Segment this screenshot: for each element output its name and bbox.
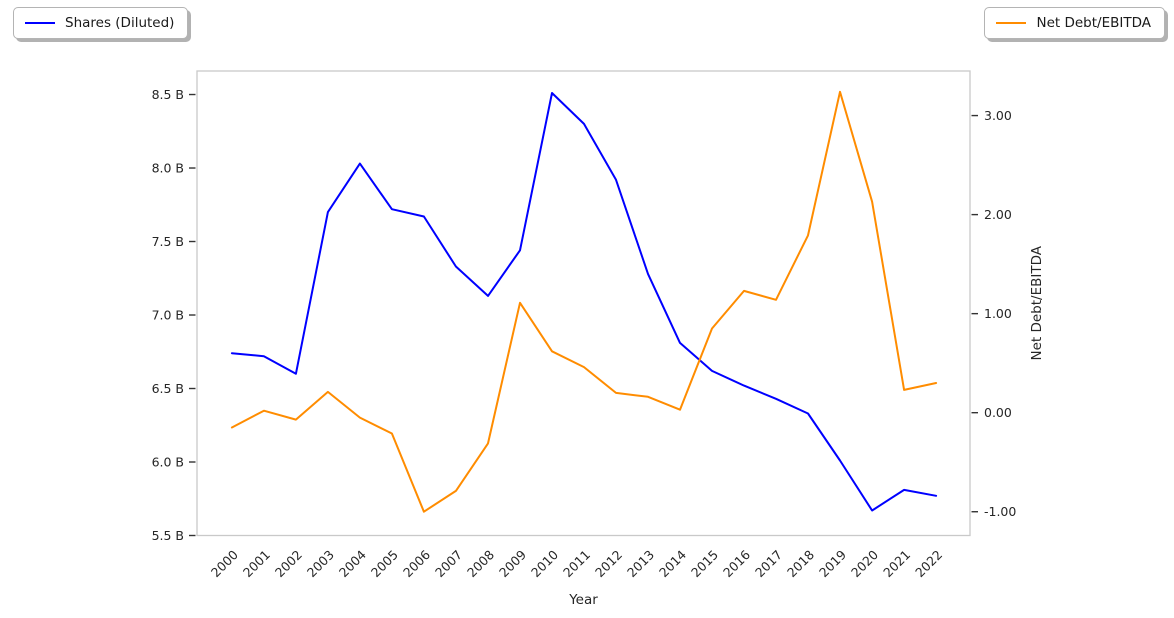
x-tick-label: 2017 bbox=[752, 547, 785, 580]
legend-line-blue bbox=[25, 22, 55, 24]
x-tick-label: 2018 bbox=[784, 547, 817, 580]
left-tick-label: 5.5 B bbox=[152, 528, 184, 543]
x-axis: 2000200120022003200420052006200720082009… bbox=[208, 547, 945, 580]
x-tick-label: 2022 bbox=[912, 547, 945, 580]
x-tick-label: 2019 bbox=[816, 547, 849, 580]
x-tick-label: 2009 bbox=[496, 547, 529, 580]
left-tick-label: 7.5 B bbox=[152, 234, 184, 249]
x-tick-label: 2000 bbox=[208, 547, 241, 580]
left-tick-label: 7.0 B bbox=[152, 308, 184, 323]
series-line-shares-diluted bbox=[230, 92, 938, 512]
x-tick-label: 2002 bbox=[272, 547, 305, 580]
right-tick-label: 1.00 bbox=[984, 306, 1012, 321]
x-tick-label: 2007 bbox=[432, 547, 465, 580]
x-tick-label: 2005 bbox=[368, 547, 401, 580]
x-tick-label: 2015 bbox=[688, 547, 721, 580]
x-tick-label: 2011 bbox=[560, 547, 593, 580]
x-tick-label: 2013 bbox=[624, 547, 657, 580]
legend-shares-diluted: Shares (Diluted) bbox=[13, 7, 189, 39]
x-tick-label: 2003 bbox=[304, 547, 337, 580]
legend-line-orange bbox=[996, 22, 1027, 24]
right-tick-label: 0.00 bbox=[984, 405, 1012, 420]
x-tick-label: 2006 bbox=[400, 547, 433, 580]
legend-label-shares: Shares (Diluted) bbox=[65, 15, 175, 31]
right-tick-label: 3.00 bbox=[984, 108, 1012, 123]
x-tick-label: 2001 bbox=[240, 547, 273, 580]
right-tick-label: 2.00 bbox=[984, 207, 1012, 222]
plot-frame bbox=[196, 70, 971, 537]
right-axis: -1.00 0.00 1.00 2.00 3.00 bbox=[971, 108, 1016, 519]
left-tick-label: 8.0 B bbox=[152, 161, 184, 176]
left-tick-label: 6.5 B bbox=[152, 381, 184, 396]
x-tick-label: 2016 bbox=[720, 547, 753, 580]
x-axis-title: Year bbox=[568, 592, 598, 608]
x-tick-label: 2014 bbox=[656, 547, 689, 580]
right-tick-label: -1.00 bbox=[984, 504, 1016, 519]
left-tick-label: 8.5 B bbox=[152, 87, 184, 102]
left-tick-label: 6.0 B bbox=[152, 455, 184, 470]
x-tick-label: 2004 bbox=[336, 547, 369, 580]
left-axis: 5.5 B 6.0 B 6.5 B 7.0 B 7.5 B 8.0 B 8.5 B bbox=[152, 87, 196, 543]
x-tick-label: 2010 bbox=[528, 547, 561, 580]
right-axis-title: Net Debt/EBITDA bbox=[1029, 245, 1045, 360]
x-tick-label: 2008 bbox=[464, 547, 497, 580]
x-tick-label: 2021 bbox=[880, 547, 913, 580]
x-tick-label: 2012 bbox=[592, 547, 625, 580]
x-tick-label: 2020 bbox=[848, 547, 881, 580]
legend-label-netdebt: Net Debt/EBITDA bbox=[1036, 15, 1151, 31]
series-line-net-debt-ebitda bbox=[230, 90, 938, 513]
legend-net-debt-ebitda: Net Debt/EBITDA bbox=[984, 7, 1165, 39]
